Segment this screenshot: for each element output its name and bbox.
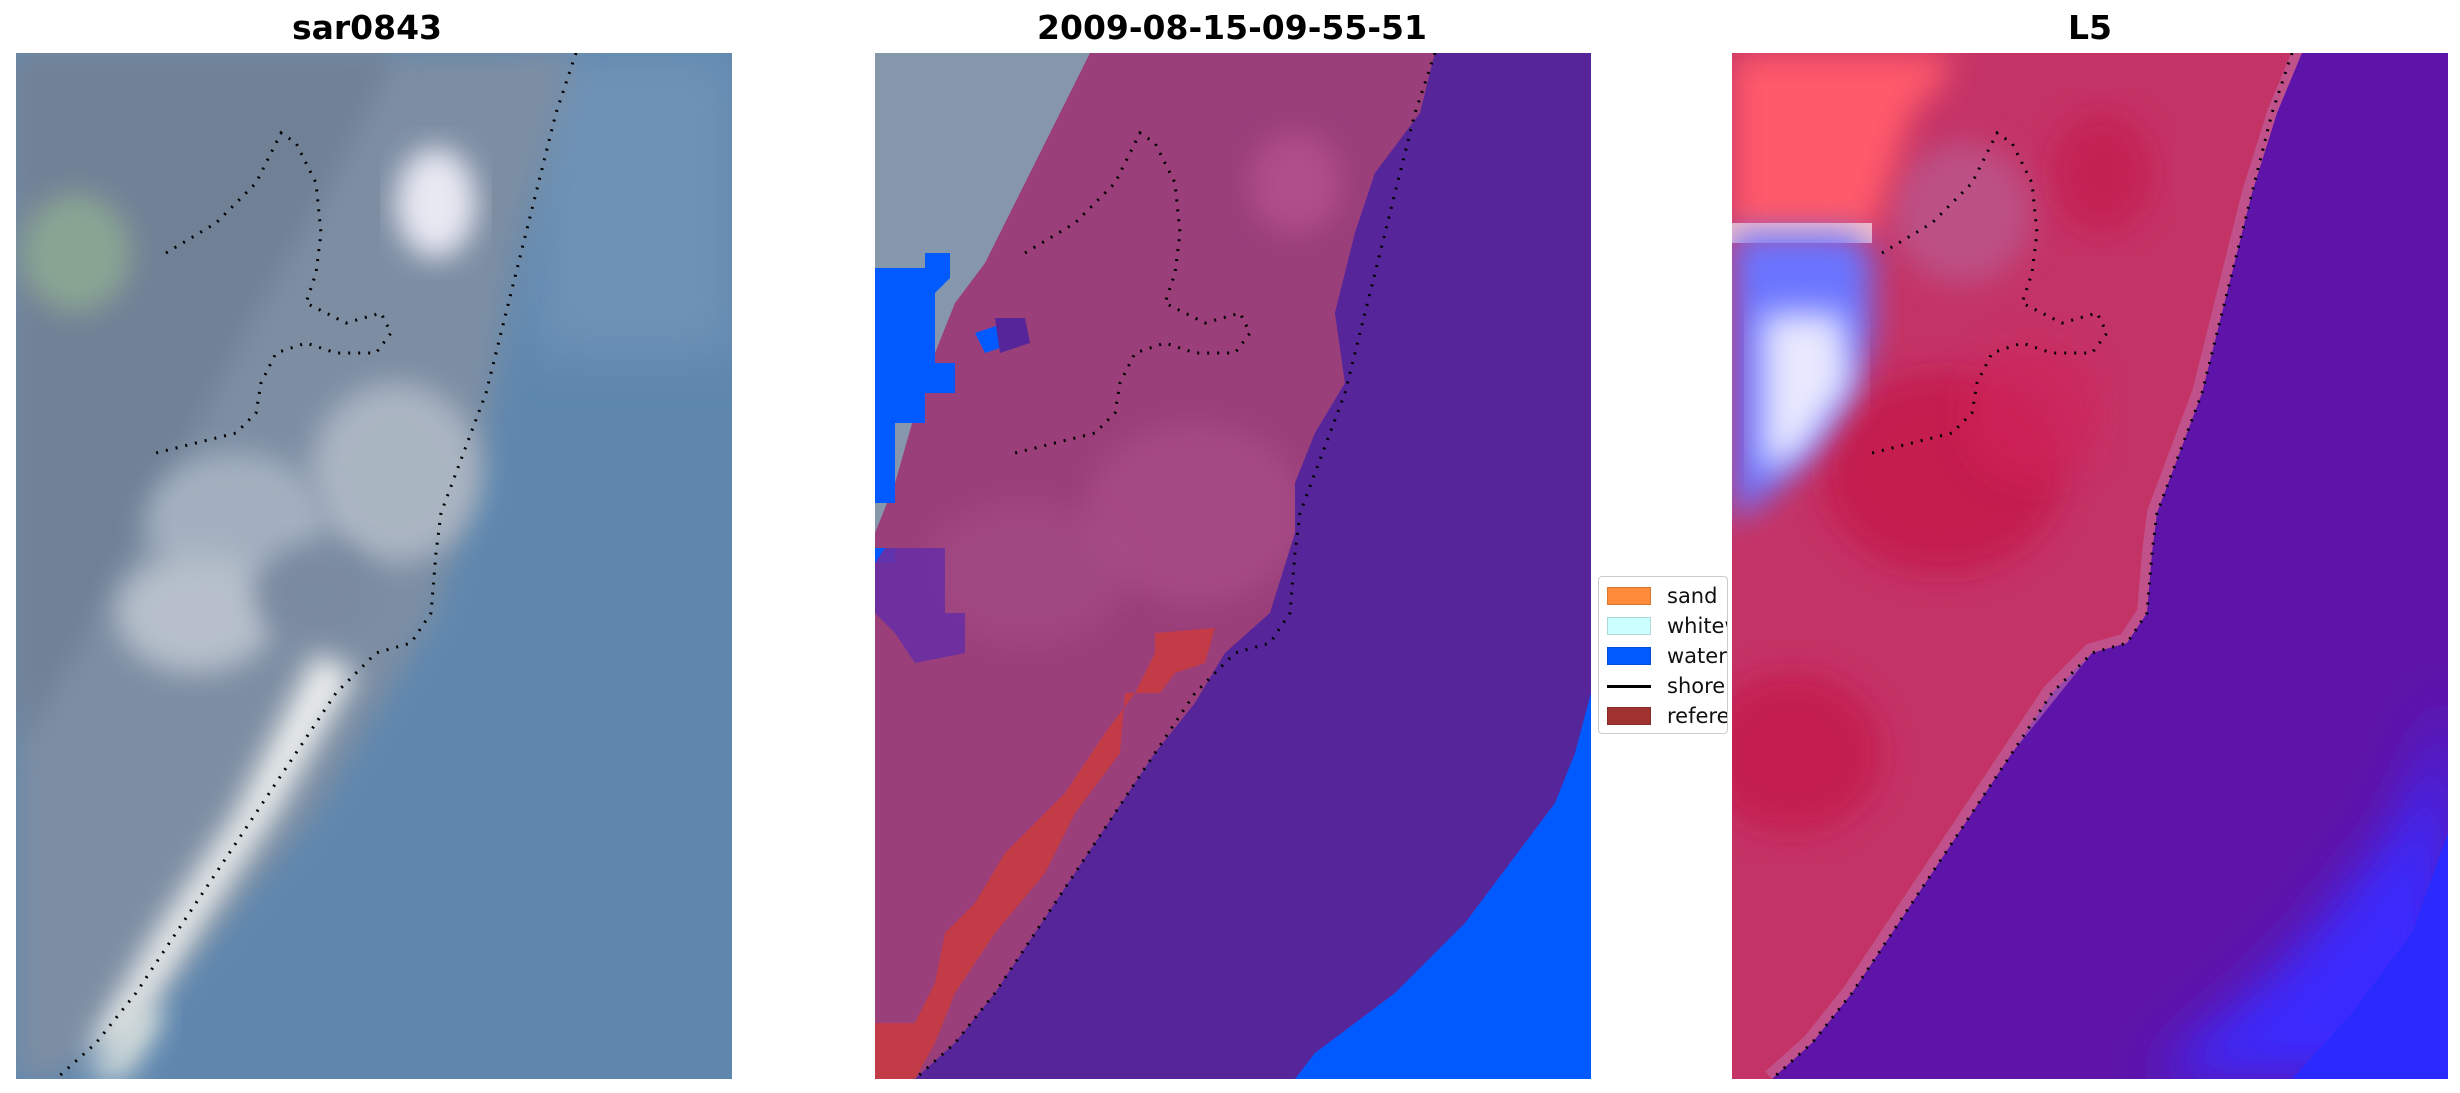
rgb-image-panel <box>16 53 732 1079</box>
sand-swatch <box>1607 587 1651 605</box>
reference-contour <box>155 130 393 455</box>
legend-label: shoreline <box>1667 674 1727 698</box>
reference-contour <box>1014 130 1252 455</box>
legend-label: sand <box>1667 584 1718 608</box>
reference-contour <box>1871 130 2109 455</box>
legend-item-sand: sand <box>1607 583 1717 609</box>
whitewater-swatch <box>1607 617 1651 635</box>
panel-title-index: L5 <box>2068 8 2112 47</box>
shoreline-line-swatch <box>1607 684 1651 688</box>
legend-item-shoreline: shoreline <box>1607 673 1727 699</box>
legend-label: reference <box>1667 704 1728 728</box>
shoreline-line <box>1770 53 2294 1079</box>
rgb-image <box>16 53 732 1079</box>
shoreline-line <box>54 53 578 1079</box>
index-image <box>1732 53 2448 1079</box>
reference-swatch <box>1607 707 1651 725</box>
legend-label: water <box>1667 644 1727 668</box>
legend-item-reference: reference <box>1607 703 1728 729</box>
shoreline-line <box>913 53 1437 1079</box>
index-image-panel <box>1732 53 2448 1079</box>
panel-title-classification: 2009-08-15-09-55-51 <box>1037 8 1427 47</box>
classification-panel <box>875 53 1591 1079</box>
legend-item-water: water <box>1607 643 1727 669</box>
classified-image <box>875 53 1591 1079</box>
water-swatch <box>1607 647 1651 665</box>
panel-title-rgb: sar0843 <box>291 8 443 47</box>
